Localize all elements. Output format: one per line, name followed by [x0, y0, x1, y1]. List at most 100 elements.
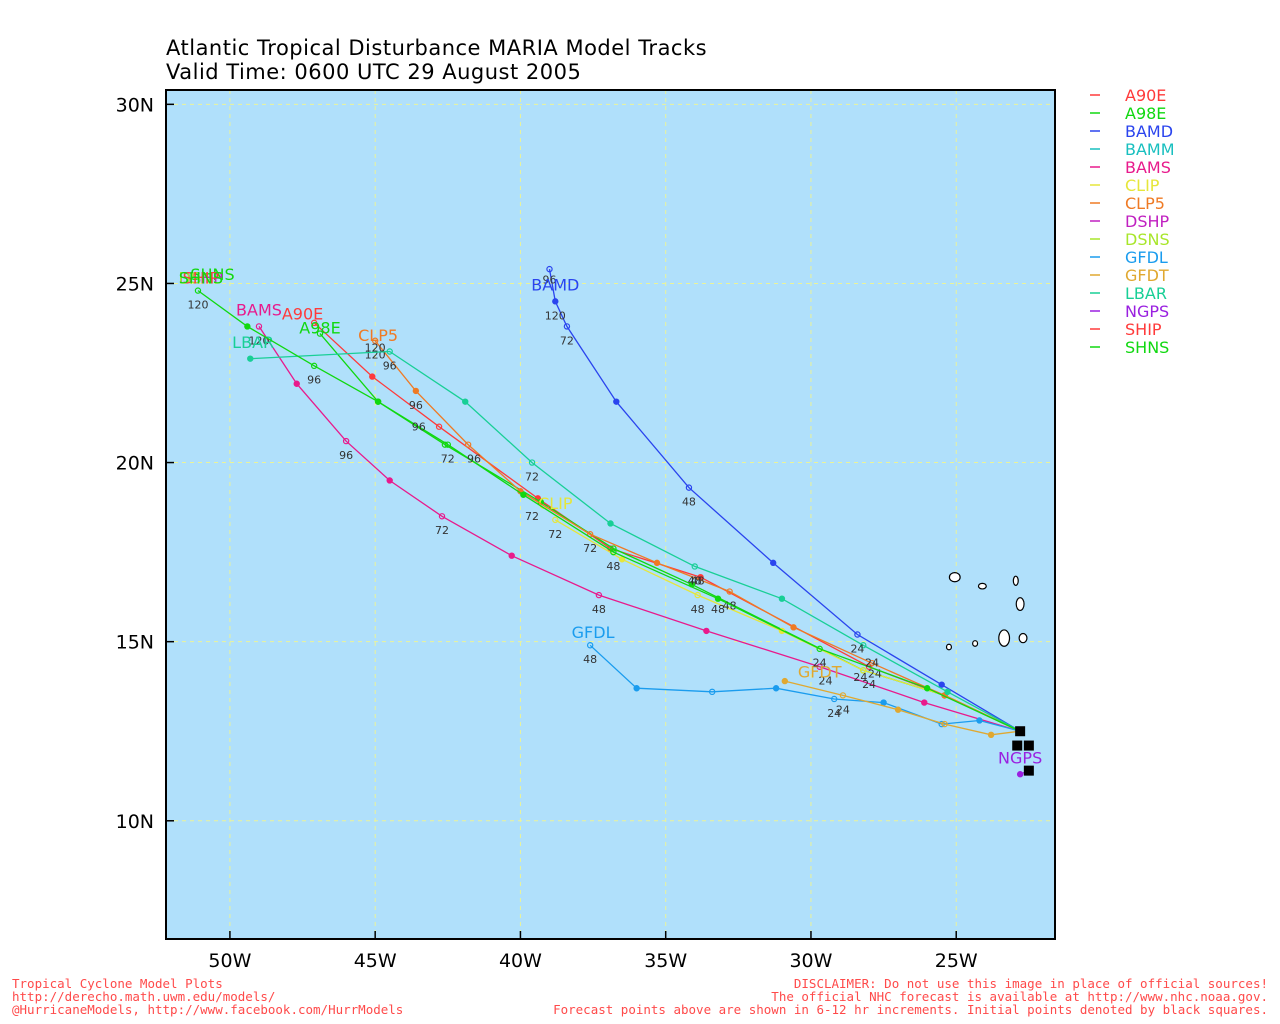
track-point [726, 588, 733, 595]
x-tick-label: 40W [499, 950, 542, 972]
forecast-hour-label: 24 [836, 703, 850, 716]
forecast-hour-label: 96 [339, 449, 353, 462]
track-name-label: A90E [282, 304, 323, 323]
forecast-hour-label: 48 [691, 603, 705, 616]
forecast-hour-label: 96 [409, 399, 423, 412]
track-line [784, 680, 1021, 736]
track-point [563, 323, 571, 330]
track-ngps: NGPS [998, 748, 1042, 778]
track-name-label: GFDT [798, 662, 842, 681]
forecast-hour-label: 96 [383, 359, 397, 372]
track-name-label: LBAR [232, 333, 274, 352]
forecast-hour-label: 120 [365, 342, 386, 355]
track-point [552, 298, 559, 305]
track-name-label: CLP5 [358, 326, 398, 345]
track-point [633, 685, 640, 692]
track-point [386, 477, 393, 484]
legend-item-a98e: A98E [1125, 104, 1166, 123]
forecast-hour-label: 24 [818, 675, 832, 688]
x-tick-label: 30W [789, 950, 832, 972]
forecast-hour-label: 24 [850, 642, 864, 655]
track-name-label-shns: SHNS [179, 268, 223, 287]
island-outline [945, 643, 953, 651]
legend-item-clip: CLIP [1125, 176, 1160, 195]
y-tick-label: 25N [116, 273, 154, 295]
track-name-label-dshp: DSHP [179, 268, 224, 287]
initial-point-square [1023, 740, 1034, 751]
initial-point-square [1012, 740, 1023, 751]
y-tick-label: 10N [116, 811, 154, 833]
track-point [552, 516, 559, 524]
track-point [438, 513, 446, 520]
x-tick-label: 45W [354, 950, 397, 972]
model-tracks: A90EA98E487296120BAMD24487296120BAMS2448… [179, 265, 1042, 778]
track-point [987, 731, 995, 739]
footer-right-line-2: The official NHC forecast is available a… [771, 989, 1268, 1004]
track-point [293, 380, 300, 387]
initial-point-square [1023, 765, 1034, 776]
track-point [894, 706, 902, 713]
forecast-hour-label: 72 [441, 453, 455, 466]
x-tick-label: 35W [644, 950, 687, 972]
forecast-hour-label: 120 [187, 299, 208, 312]
track-name-label: A98E [299, 319, 340, 338]
legend-item-lbar: LBAR [1125, 284, 1167, 303]
track-point [310, 362, 318, 370]
track-point [976, 717, 983, 724]
track-point [923, 685, 931, 692]
track-point [708, 688, 716, 696]
track-point [310, 319, 318, 327]
legend-item-bamm: BAMM [1125, 140, 1175, 159]
track-name-label: NGPS [998, 748, 1042, 767]
forecast-hour-label: 72 [525, 470, 539, 483]
legend-item-clp5: CLP5 [1125, 194, 1165, 213]
legend-item-dshp: DSHP [1125, 212, 1170, 231]
track-point [610, 545, 617, 552]
legend-item-ship: SHIP [1125, 320, 1162, 339]
initial-points [1012, 726, 1034, 776]
track-point [703, 627, 710, 635]
track-point [247, 355, 254, 362]
forecast-hour-label: 48 [688, 574, 702, 587]
axis-ticks: 50W 45W 40W 35W 30W 25W 10N 15N 20N 25N 30N [116, 94, 978, 972]
track-point [778, 595, 786, 602]
track-line [589, 644, 1021, 732]
track-point [772, 685, 780, 692]
y-tick-label: 20N [116, 453, 154, 475]
track-point [435, 423, 443, 430]
forecast-hour-label: 48 [606, 560, 620, 573]
island-outline [998, 629, 1011, 647]
forecast-hour-label: 72 [583, 542, 597, 555]
track-point [386, 348, 393, 355]
track-point [1016, 771, 1024, 778]
track-name-label-dsns: DSNS [179, 268, 224, 287]
island-outline [1012, 575, 1019, 586]
track-point [816, 663, 823, 670]
forecast-hour-label: 120 [248, 334, 269, 347]
track-name-label: BAMD [531, 276, 579, 295]
track-point [816, 645, 823, 653]
track-name-label-ship: SHIP [183, 268, 220, 287]
forecast-hour-label: 48 [711, 603, 725, 616]
track-point [342, 437, 350, 445]
forecast-hour-label: 72 [525, 510, 539, 523]
initial-point-square [1015, 726, 1026, 737]
track-point [374, 398, 382, 405]
island-outline [1018, 632, 1028, 644]
track-point [520, 491, 527, 498]
plot-frame [165, 89, 1056, 940]
track-point [769, 559, 777, 567]
track-point [944, 688, 951, 696]
ocean-background [166, 90, 1055, 939]
legend-item-bams: BAMS [1125, 158, 1171, 177]
forecast-hour-label: 24 [827, 707, 841, 720]
track-point [316, 330, 324, 337]
track-point [921, 699, 928, 706]
forecast-hour-label: 96 [467, 453, 481, 466]
track-line [250, 350, 1021, 732]
track-point [444, 441, 452, 448]
footer-left-line-2: http://derecho.math.uwm.edu/models/ [12, 989, 276, 1004]
